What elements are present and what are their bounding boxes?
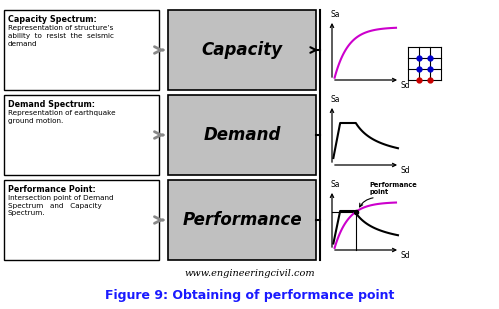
Text: Sd: Sd — [401, 251, 411, 260]
Text: Sd: Sd — [401, 166, 411, 175]
Text: Representation of earthquake
ground motion.: Representation of earthquake ground moti… — [8, 110, 116, 124]
Text: Demand Spectrum:: Demand Spectrum: — [8, 100, 95, 109]
Text: Capacity: Capacity — [202, 41, 282, 59]
Text: Sa: Sa — [331, 10, 340, 19]
Text: Representation of structure’s
ability  to  resist  the  seismic
demand: Representation of structure’s ability to… — [8, 25, 114, 46]
Bar — [4, 95, 159, 175]
Bar — [4, 180, 159, 260]
Text: Sa: Sa — [331, 95, 340, 104]
Bar — [168, 95, 316, 175]
Text: Performance
point: Performance point — [370, 182, 418, 196]
Bar — [4, 10, 159, 90]
Bar — [168, 10, 316, 90]
Text: Figure 9: Obtaining of performance point: Figure 9: Obtaining of performance point — [105, 290, 394, 303]
Text: Performance Point:: Performance Point: — [8, 185, 96, 194]
Text: Intersection point of Demand
Spectrum   and   Capacity
Spectrum.: Intersection point of Demand Spectrum an… — [8, 195, 114, 217]
Text: www.engineeringcivil.com: www.engineeringcivil.com — [184, 269, 315, 278]
Text: Capacity Spectrum:: Capacity Spectrum: — [8, 15, 97, 24]
Bar — [168, 180, 316, 260]
Text: Sd: Sd — [401, 81, 411, 90]
Text: Performance: Performance — [182, 211, 302, 229]
Text: Demand: Demand — [203, 126, 280, 144]
Text: Sa: Sa — [331, 180, 340, 189]
